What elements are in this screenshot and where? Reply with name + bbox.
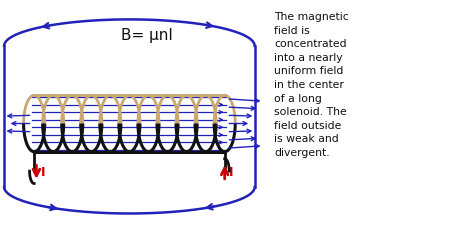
Text: The magnetic
field is
concentrated
into a nearly
uniform field
in the center
of : The magnetic field is concentrated into … xyxy=(274,12,349,158)
Text: B= μnI: B= μnI xyxy=(121,28,173,43)
Text: I: I xyxy=(41,165,45,179)
Text: I: I xyxy=(229,165,233,179)
